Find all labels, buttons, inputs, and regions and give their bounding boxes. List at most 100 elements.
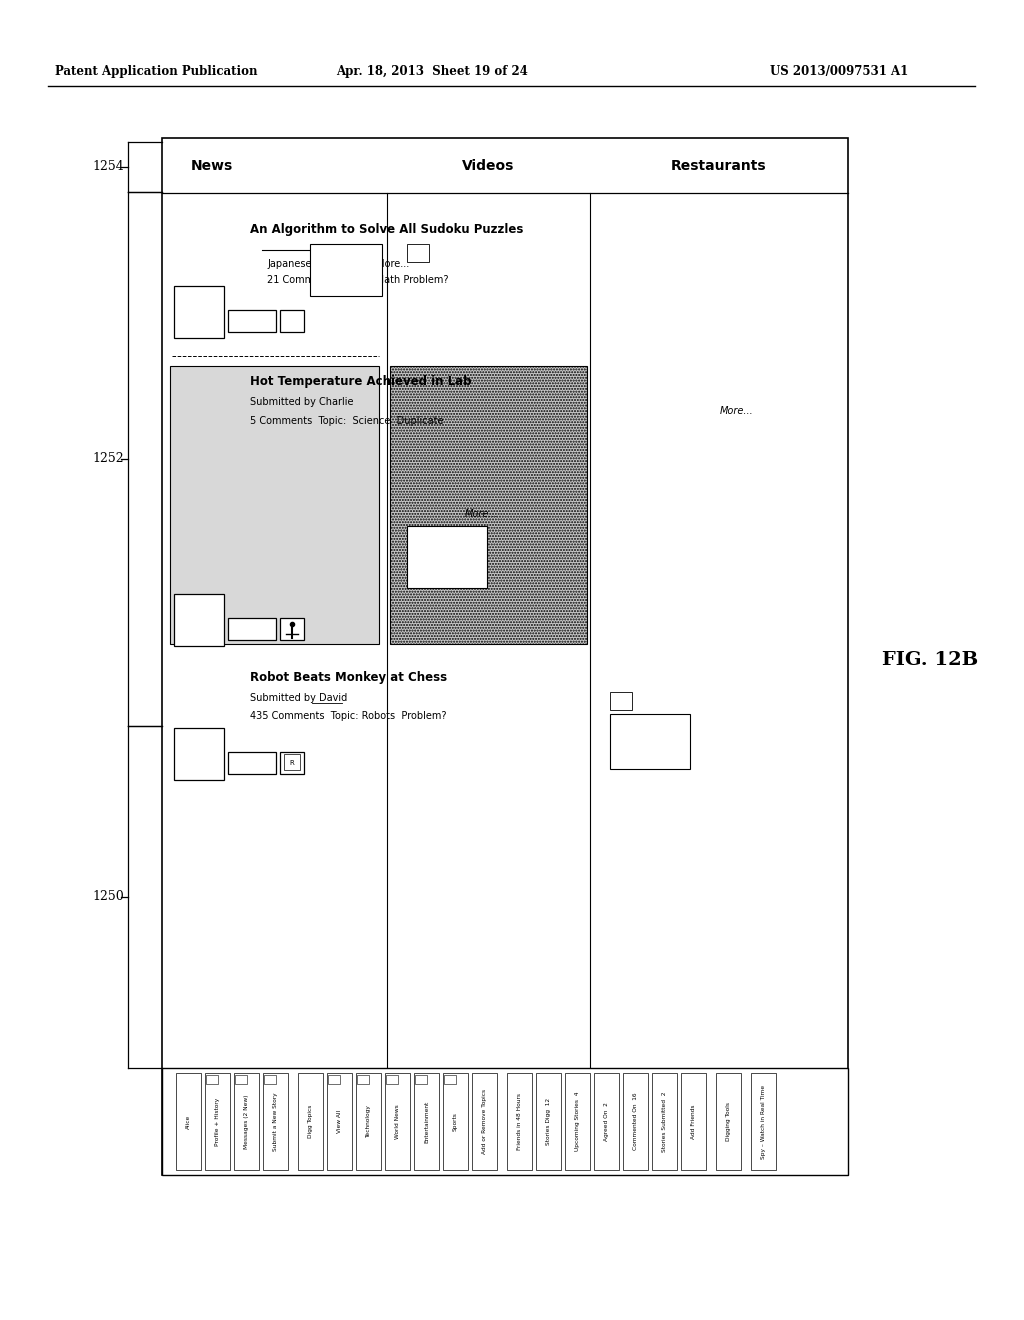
Bar: [415, 1074, 427, 1084]
Text: An Algorithm to Solve All Sudoku Puzzles: An Algorithm to Solve All Sudoku Puzzles: [250, 223, 523, 236]
Bar: [565, 1073, 590, 1170]
Text: Technology: Technology: [366, 1105, 371, 1138]
Text: digg it: digg it: [237, 758, 267, 768]
Text: Hot Temperature Achieved in Lab: Hot Temperature Achieved in Lab: [250, 375, 471, 388]
Bar: [407, 244, 429, 261]
Bar: [264, 1074, 276, 1084]
Text: Robot Beats Monkey at Chess: Robot Beats Monkey at Chess: [250, 672, 447, 685]
Text: World News: World News: [395, 1104, 400, 1139]
Text: Agreed On  2: Agreed On 2: [604, 1102, 609, 1140]
Bar: [228, 618, 276, 640]
Bar: [443, 1073, 468, 1170]
Bar: [652, 1073, 677, 1170]
Text: Messages (2 New): Messages (2 New): [244, 1094, 249, 1148]
Text: Japanese brainteaser. More...: Japanese brainteaser. More...: [267, 259, 410, 269]
Bar: [623, 1073, 648, 1170]
Text: Alice: Alice: [186, 1114, 191, 1129]
Text: Spy – Watch in Real Time: Spy – Watch in Real Time: [761, 1085, 766, 1159]
Text: Add or Remove Topics: Add or Remove Topics: [482, 1089, 487, 1154]
Bar: [681, 1073, 706, 1170]
Bar: [444, 1074, 456, 1084]
Text: 1250: 1250: [92, 891, 124, 903]
Text: buried: buried: [237, 624, 267, 634]
Text: E: E: [289, 315, 295, 326]
Bar: [407, 525, 487, 587]
Text: 1252: 1252: [92, 453, 124, 466]
Bar: [610, 714, 690, 770]
Text: View All: View All: [337, 1110, 342, 1133]
Text: 1254: 1254: [92, 161, 124, 173]
Text: Entertainment: Entertainment: [424, 1101, 429, 1143]
Bar: [280, 618, 304, 640]
Bar: [298, 1073, 323, 1170]
Bar: [174, 286, 224, 338]
Text: Submitted by David: Submitted by David: [250, 693, 347, 704]
Text: 326: 326: [187, 743, 211, 752]
Text: Stories Digg  12: Stories Digg 12: [546, 1098, 551, 1144]
Text: Submitted by Charlie: Submitted by Charlie: [250, 397, 353, 407]
Bar: [280, 752, 304, 774]
Bar: [162, 139, 848, 1175]
Bar: [507, 1073, 532, 1170]
Text: Videos: Videos: [462, 158, 514, 173]
Text: Restaurants: Restaurants: [671, 158, 767, 173]
Text: News: News: [190, 158, 233, 173]
Bar: [176, 1073, 201, 1170]
Text: Digg Topics: Digg Topics: [308, 1105, 313, 1138]
Bar: [357, 1074, 369, 1084]
Bar: [263, 1073, 288, 1170]
Bar: [610, 692, 632, 710]
Text: diggs: diggs: [186, 624, 212, 634]
Text: 250: 250: [187, 609, 211, 619]
Bar: [356, 1073, 381, 1170]
Text: 5 Comments  Topic:  Science  Duplicate: 5 Comments Topic: Science Duplicate: [250, 416, 443, 426]
Text: Add Friends: Add Friends: [691, 1105, 696, 1139]
Text: 21 Comments  Topic:  Math Problem?: 21 Comments Topic: Math Problem?: [267, 275, 449, 285]
Bar: [310, 244, 382, 296]
Bar: [205, 1073, 230, 1170]
Text: 100: 100: [187, 301, 211, 312]
Bar: [174, 594, 224, 645]
Bar: [228, 752, 276, 774]
Bar: [284, 754, 300, 770]
Text: R: R: [290, 760, 294, 766]
Text: Digging Tools: Digging Tools: [726, 1102, 731, 1140]
Text: ▶: ▶: [618, 698, 624, 704]
Bar: [716, 1073, 741, 1170]
Bar: [414, 1073, 439, 1170]
Text: FIG. 12B: FIG. 12B: [882, 651, 978, 669]
Text: Commented On  16: Commented On 16: [633, 1093, 638, 1150]
Text: dugg!: dugg!: [238, 315, 266, 326]
Text: Friends in 48 Hours: Friends in 48 Hours: [517, 1093, 522, 1150]
Bar: [170, 366, 379, 644]
Text: Profile + History: Profile + History: [215, 1097, 220, 1146]
Bar: [234, 1074, 247, 1084]
Text: Upcoming Stories  4: Upcoming Stories 4: [575, 1092, 580, 1151]
Bar: [386, 1074, 398, 1084]
Text: Patent Application Publication: Patent Application Publication: [55, 66, 257, 78]
Bar: [536, 1073, 561, 1170]
Bar: [472, 1073, 497, 1170]
Bar: [385, 1073, 410, 1170]
Text: diggs: diggs: [186, 315, 212, 326]
Text: Stories Submitted  2: Stories Submitted 2: [662, 1092, 667, 1152]
Bar: [327, 1073, 352, 1170]
Text: diggs: diggs: [186, 758, 212, 768]
Text: 435 Comments  Topic: Robots  Problem?: 435 Comments Topic: Robots Problem?: [250, 711, 446, 721]
Text: Submit a New Story: Submit a New Story: [273, 1092, 278, 1151]
Text: Sports: Sports: [453, 1111, 458, 1131]
Text: ▶: ▶: [416, 249, 421, 256]
Bar: [751, 1073, 776, 1170]
Bar: [390, 366, 587, 644]
Text: More...: More...: [465, 510, 499, 519]
Bar: [594, 1073, 618, 1170]
Text: More...: More...: [720, 407, 754, 416]
Bar: [174, 729, 224, 780]
Bar: [234, 1073, 259, 1170]
Bar: [328, 1074, 340, 1084]
Bar: [162, 1068, 848, 1175]
Bar: [206, 1074, 218, 1084]
Bar: [228, 310, 276, 333]
Text: Apr. 18, 2013  Sheet 19 of 24: Apr. 18, 2013 Sheet 19 of 24: [336, 66, 528, 78]
Bar: [280, 310, 304, 333]
